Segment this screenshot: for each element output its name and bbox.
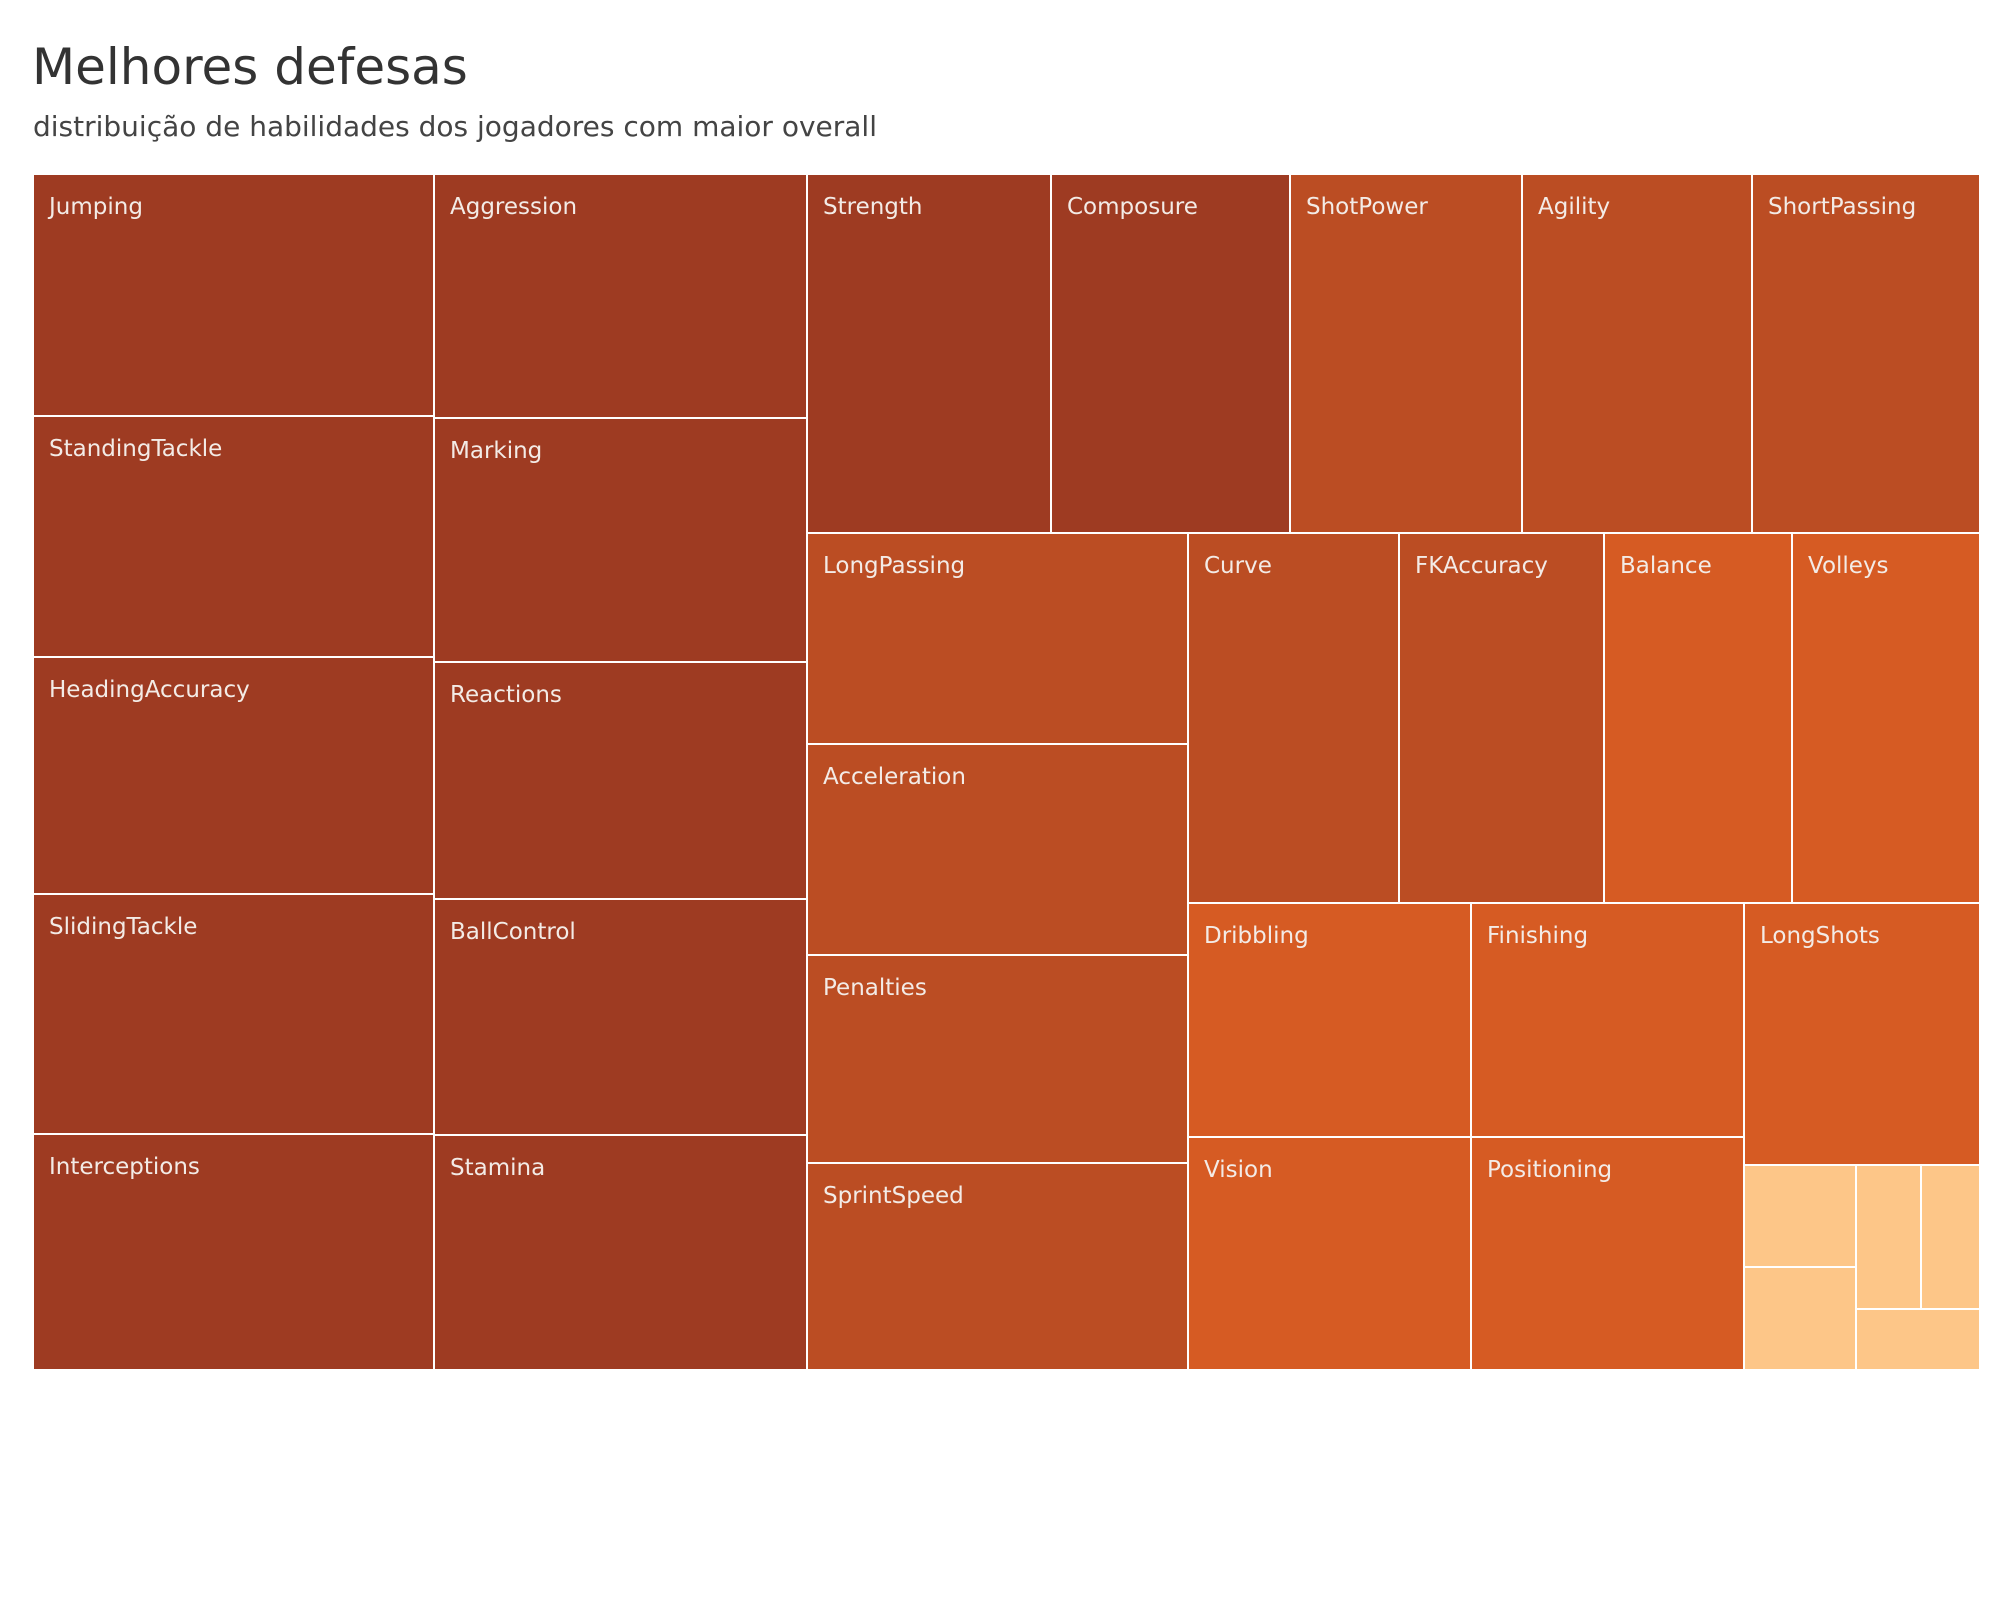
treemap-rect-penalties[interactable]	[806, 954, 1189, 1164]
treemap-rect-unlabeled-30[interactable]	[1855, 1164, 1922, 1310]
treemap-cell-composure[interactable]: Composure	[1050, 173, 1291, 534]
treemap-label-composure: Composure	[1067, 194, 1198, 220]
treemap-label-aggression: Aggression	[450, 194, 577, 220]
treemap-cell-agility[interactable]: Agility	[1521, 173, 1753, 534]
treemap-rect-stamina[interactable]	[433, 1134, 808, 1371]
treemap-rect-strength[interactable]	[806, 173, 1052, 534]
treemap-rect-marking[interactable]	[433, 417, 808, 663]
treemap-rect-shortpassing[interactable]	[1751, 173, 1981, 534]
treemap-rect-unlabeled-31[interactable]	[1920, 1164, 1981, 1310]
treemap-rect-sprintspeed[interactable]	[806, 1162, 1189, 1371]
treemap-rect-shotpower[interactable]	[1289, 173, 1523, 534]
treemap-cell-ballcontrol[interactable]: BallControl	[433, 898, 808, 1136]
treemap-label-finishing: Finishing	[1487, 923, 1588, 949]
treemap-label-volleys: Volleys	[1808, 553, 1889, 579]
treemap-rect-unlabeled-32[interactable]	[1855, 1308, 1981, 1371]
treemap-label-shotpower: ShotPower	[1306, 194, 1428, 220]
treemap-cell-shotpower[interactable]: ShotPower	[1289, 173, 1523, 534]
treemap-rect-unlabeled-29[interactable]	[1743, 1266, 1857, 1371]
treemap-label-reactions: Reactions	[450, 682, 562, 708]
treemap-rect-longpassing[interactable]	[806, 532, 1189, 745]
treemap-label-dribbling: Dribbling	[1204, 923, 1309, 949]
treemap-label-headingaccuracy: HeadingAccuracy	[49, 677, 250, 703]
treemap-rect-reactions[interactable]	[433, 661, 808, 900]
treemap-cell-positioning[interactable]: Positioning	[1470, 1136, 1745, 1371]
treemap-rect-vision[interactable]	[1187, 1136, 1472, 1371]
treemap-label-longpassing: LongPassing	[823, 553, 965, 579]
treemap-cell-strength[interactable]: Strength	[806, 173, 1052, 534]
chart-title: Melhores defesas	[32, 38, 468, 96]
treemap-rect-aggression[interactable]	[433, 173, 808, 419]
treemap-cell-standingtackle[interactable]: StandingTackle	[32, 415, 435, 658]
treemap-cell-longpassing[interactable]: LongPassing	[806, 532, 1189, 745]
treemap-rect-volleys[interactable]	[1791, 532, 1981, 904]
treemap-cell-balance[interactable]: Balance	[1603, 532, 1793, 904]
treemap-rect-curve[interactable]	[1187, 532, 1400, 904]
treemap-label-sprintspeed: SprintSpeed	[823, 1183, 964, 1209]
treemap-cell-stamina[interactable]: Stamina	[433, 1134, 808, 1371]
treemap-rect-headingaccuracy[interactable]	[32, 656, 435, 895]
treemap-label-balance: Balance	[1620, 553, 1712, 579]
treemap-label-penalties: Penalties	[823, 975, 927, 1001]
treemap-cell-headingaccuracy[interactable]: HeadingAccuracy	[32, 656, 435, 895]
treemap-rect-agility[interactable]	[1521, 173, 1753, 534]
chart-subtitle: distribuição de habilidades dos jogadore…	[33, 110, 877, 143]
treemap-rect-balance[interactable]	[1603, 532, 1793, 904]
treemap-cell-unlabeled-30[interactable]	[1855, 1164, 1922, 1310]
treemap-label-agility: Agility	[1538, 194, 1610, 220]
treemap-cell-sprintspeed[interactable]: SprintSpeed	[806, 1162, 1189, 1371]
treemap-rect-unlabeled-28[interactable]	[1743, 1164, 1857, 1268]
treemap-label-strength: Strength	[823, 194, 923, 220]
treemap-cell-unlabeled-28[interactable]	[1743, 1164, 1857, 1268]
treemap-cell-reactions[interactable]: Reactions	[433, 661, 808, 900]
treemap-cell-penalties[interactable]: Penalties	[806, 954, 1189, 1164]
treemap-cell-shortpassing[interactable]: ShortPassing	[1751, 173, 1981, 534]
treemap-cell-aggression[interactable]: Aggression	[433, 173, 808, 419]
treemap-label-interceptions: Interceptions	[49, 1154, 200, 1180]
treemap-cell-unlabeled-32[interactable]	[1855, 1308, 1981, 1371]
treemap-cell-unlabeled-29[interactable]	[1743, 1266, 1857, 1371]
treemap-label-curve: Curve	[1204, 553, 1272, 579]
treemap-cell-dribbling[interactable]: Dribbling	[1187, 902, 1472, 1138]
treemap-rect-longshots[interactable]	[1743, 902, 1981, 1166]
treemap-cell-vision[interactable]: Vision	[1187, 1136, 1472, 1371]
treemap-label-ballcontrol: BallControl	[450, 919, 576, 945]
treemap-label-standingtackle: StandingTackle	[49, 436, 222, 462]
treemap-cell-longshots[interactable]: LongShots	[1743, 902, 1981, 1166]
treemap-cell-acceleration[interactable]: Acceleration	[806, 743, 1189, 956]
treemap-cell-curve[interactable]: Curve	[1187, 532, 1400, 904]
treemap-cell-fkaccuracy[interactable]: FKAccuracy	[1398, 532, 1605, 904]
treemap-cell-volleys[interactable]: Volleys	[1791, 532, 1981, 904]
treemap-label-marking: Marking	[450, 438, 542, 464]
treemap-cell-finishing[interactable]: Finishing	[1470, 902, 1745, 1138]
treemap-rect-acceleration[interactable]	[806, 743, 1189, 956]
treemap-label-jumping: Jumping	[47, 194, 143, 220]
treemap-label-slidingtackle: SlidingTackle	[49, 914, 197, 940]
treemap-label-fkaccuracy: FKAccuracy	[1415, 553, 1548, 579]
treemap-label-positioning: Positioning	[1487, 1157, 1612, 1183]
treemap-cell-marking[interactable]: Marking	[433, 417, 808, 663]
treemap-cell-unlabeled-31[interactable]	[1920, 1164, 1981, 1310]
treemap-label-stamina: Stamina	[450, 1155, 545, 1181]
treemap-label-vision: Vision	[1204, 1157, 1273, 1183]
treemap-rect-fkaccuracy[interactable]	[1398, 532, 1605, 904]
treemap-label-acceleration: Acceleration	[823, 764, 966, 790]
treemap-label-longshots: LongShots	[1760, 923, 1880, 949]
treemap-cell-slidingtackle[interactable]: SlidingTackle	[32, 893, 435, 1135]
treemap-label-shortpassing: ShortPassing	[1768, 194, 1916, 220]
treemap-rect-slidingtackle[interactable]	[32, 893, 435, 1135]
treemap-rect-composure[interactable]	[1050, 173, 1291, 534]
treemap-cell-interceptions[interactable]: Interceptions	[32, 1133, 435, 1371]
treemap-cell-jumping[interactable]: Jumping	[32, 173, 435, 417]
treemap-rect-interceptions[interactable]	[32, 1133, 435, 1371]
